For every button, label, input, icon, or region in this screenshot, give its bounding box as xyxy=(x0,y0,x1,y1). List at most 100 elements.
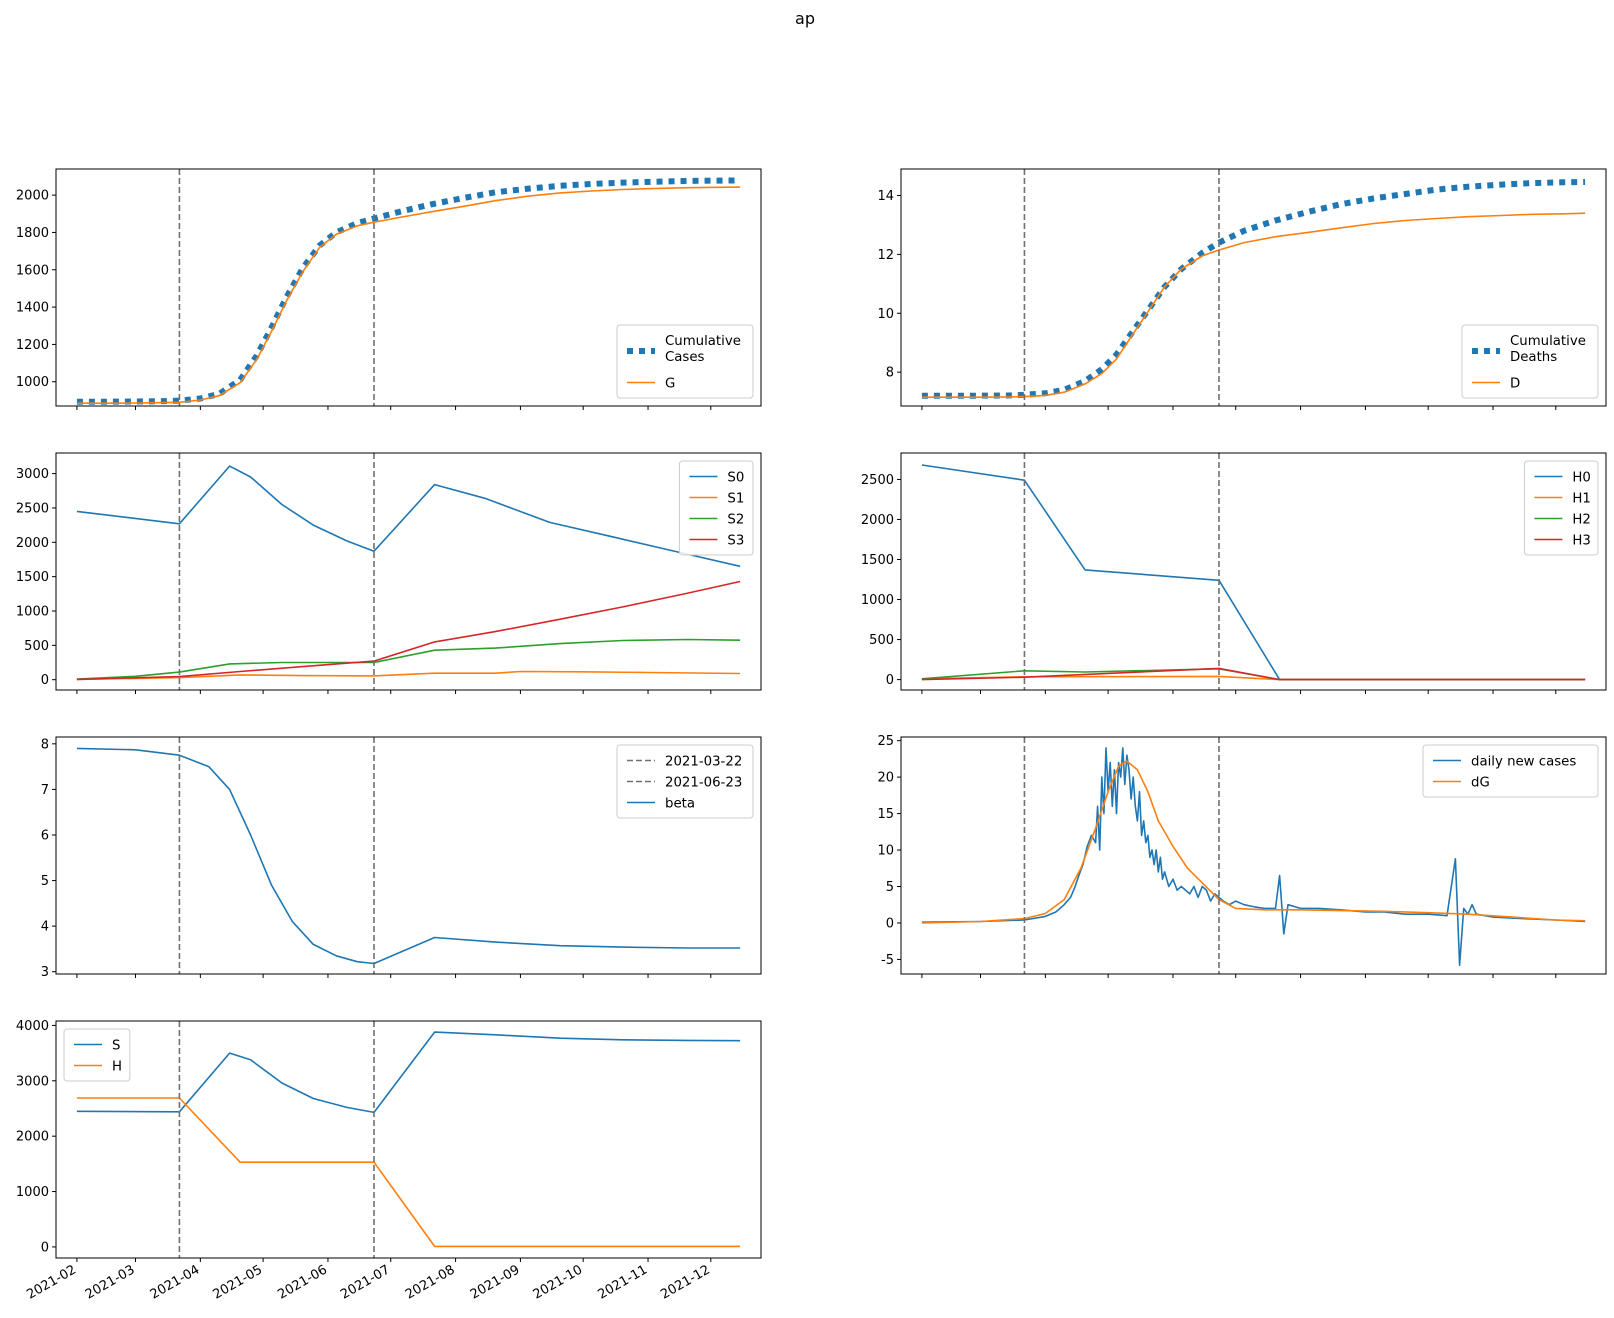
y-tick-label: 1000 xyxy=(16,375,49,390)
y-tick-label: 2000 xyxy=(16,189,49,204)
y-tick-label: 2000 xyxy=(16,536,49,551)
legend: S0 S1 S2 S3 xyxy=(678,460,754,556)
legend-box xyxy=(616,324,754,399)
plot-area xyxy=(76,453,741,690)
legend: Cumulative Deaths D xyxy=(1461,324,1599,399)
axes-frame xyxy=(55,452,762,691)
y-tick-label: 500 xyxy=(869,633,894,648)
axes-deaths: 8 10 12 14 Cumulative Deaths D xyxy=(877,168,1607,410)
legend-label: beta xyxy=(665,797,695,812)
legend-box xyxy=(1422,744,1599,798)
legend-label-line: Cases xyxy=(665,350,705,365)
y-tick-label: 1000 xyxy=(861,593,894,608)
x-tick-label: 2021-08 xyxy=(403,1262,458,1302)
x-tick-label: 2021-06 xyxy=(275,1262,330,1302)
y-tick-label: 5 xyxy=(41,874,49,889)
legend-label: dG xyxy=(1471,776,1490,791)
y-tick-label: 20 xyxy=(877,771,894,786)
y-tick-label: 7 xyxy=(41,783,49,798)
x-tick-label: 2021-11 xyxy=(595,1262,650,1302)
y-tick-label: 1200 xyxy=(16,338,49,353)
axes-frame xyxy=(55,1020,762,1259)
legend-label: S xyxy=(112,1039,120,1054)
legend-label: H3 xyxy=(1572,534,1590,549)
axes-frame xyxy=(900,168,1607,407)
y-tick-label: 0 xyxy=(886,916,894,931)
series-line-h xyxy=(76,1097,741,1248)
plot-area xyxy=(921,453,1586,690)
legend-box xyxy=(1523,460,1599,556)
legend: daily new cases dG xyxy=(1422,744,1599,798)
legend-label: H xyxy=(112,1060,122,1075)
axes-frame xyxy=(55,168,762,407)
legend-label: H1 xyxy=(1572,492,1590,507)
plot-area xyxy=(76,737,741,974)
y-tick-label: 4 xyxy=(41,920,49,935)
y-tick-label: 4000 xyxy=(16,1019,49,1034)
y-tick-label: 1400 xyxy=(16,301,49,316)
y-tick-label: 0 xyxy=(41,673,49,688)
legend-label: S3 xyxy=(727,534,744,549)
axes-frame xyxy=(900,736,1607,975)
y-tick-label: 8 xyxy=(886,366,894,381)
legend-label: H0 xyxy=(1572,471,1590,486)
y-tick-label: 14 xyxy=(877,189,894,204)
y-tick-label: 2000 xyxy=(861,513,894,528)
series-line-s0 xyxy=(76,465,741,568)
series-line-s1 xyxy=(76,670,741,681)
series-line-s2 xyxy=(76,638,741,680)
y-tick-label: 12 xyxy=(877,248,894,263)
figure-title: ap xyxy=(795,9,815,28)
y-tick-label: 3000 xyxy=(16,1074,49,1089)
legend-label: S1 xyxy=(727,492,744,507)
x-tick-label: 2021-07 xyxy=(338,1262,393,1302)
axes-frame xyxy=(55,736,762,975)
y-tick-label: 3 xyxy=(41,965,49,980)
legend: Cumulative Cases G xyxy=(616,324,754,399)
axes-frame xyxy=(900,452,1607,691)
legend-label: H2 xyxy=(1572,513,1590,528)
legend: H0 H1 H2 H3 xyxy=(1523,460,1599,556)
x-tick-label: 2021-04 xyxy=(148,1262,203,1302)
series-line-h3 xyxy=(921,667,1586,681)
legend-label: S0 xyxy=(727,471,744,486)
series-line-s3 xyxy=(76,580,741,681)
series-line-s xyxy=(76,1031,741,1114)
legend-box xyxy=(63,1028,131,1082)
series-line-dg xyxy=(921,760,1586,924)
legend-box xyxy=(678,460,754,556)
axes-S: 0 500 1000 1500 2000 2500 3000 S0 S1 S2 S3 xyxy=(16,452,762,694)
legend-box xyxy=(1461,324,1599,399)
x-tick-label: 2021-12 xyxy=(658,1262,713,1302)
y-tick-label: 1800 xyxy=(16,226,49,241)
y-tick-label: 2500 xyxy=(861,473,894,488)
y-tick-label: 1000 xyxy=(16,1185,49,1200)
y-tick-label: 10 xyxy=(877,844,894,859)
y-tick-label: 500 xyxy=(24,639,49,654)
legend: 2021-03-22 2021-06-23 beta xyxy=(616,744,754,819)
legend-label-line: Cumulative xyxy=(665,334,741,349)
x-tick-label: 2021-05 xyxy=(211,1262,266,1302)
plot-area xyxy=(921,737,1586,974)
y-tick-label: 2500 xyxy=(16,501,49,516)
series-line-g xyxy=(76,186,741,405)
y-tick-label: 3000 xyxy=(16,467,49,482)
legend: SH xyxy=(63,1028,131,1082)
legend-label: D xyxy=(1510,377,1520,392)
series-line-h0 xyxy=(921,464,1586,681)
legend-label-line: Cumulative xyxy=(1510,334,1586,349)
axes-cases: 1000 1200 1400 1600 1800 2000 Cumulative Cases G xyxy=(16,168,762,410)
legend-label: 2021-03-22 xyxy=(665,755,742,770)
plot-area xyxy=(76,169,741,406)
y-tick-label: 6 xyxy=(41,828,49,843)
y-tick-label: 2000 xyxy=(16,1130,49,1145)
series-line-cumulative-cases xyxy=(76,177,741,405)
plot-area xyxy=(921,169,1586,406)
legend-label: Cumulative Deaths xyxy=(1510,334,1586,365)
y-tick-label: 25 xyxy=(877,734,894,749)
legend-label: S2 xyxy=(727,513,744,528)
series-line-d xyxy=(921,212,1586,399)
y-tick-label: 1500 xyxy=(16,570,49,585)
